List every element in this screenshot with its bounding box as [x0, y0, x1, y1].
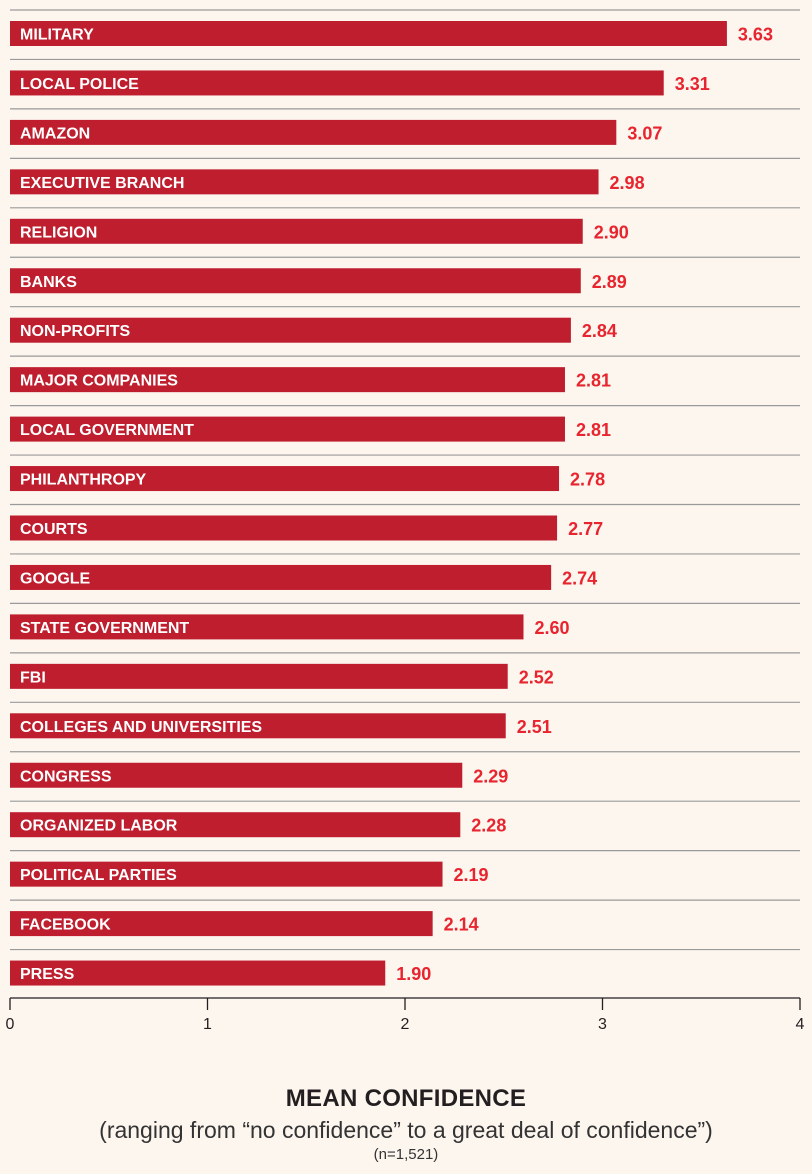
bar-value-label: 1.90 — [396, 964, 431, 984]
bar-category-label: FACEBOOK — [20, 917, 111, 934]
bar-value-label: 2.51 — [517, 717, 552, 737]
bar-category-label: COLLEGES AND UNIVERSITIES — [20, 719, 262, 736]
sample-size-note: (n=1,521) — [373, 1146, 439, 1163]
bar-category-label: RELIGION — [20, 224, 97, 241]
bar-value-label: 2.81 — [576, 420, 611, 440]
bar — [10, 367, 565, 393]
bar — [10, 515, 558, 541]
bar-category-label: EXECUTIVE BRANCH — [20, 175, 184, 192]
bar — [10, 70, 664, 96]
bar — [10, 812, 461, 838]
bar-value-label: 2.52 — [519, 667, 554, 687]
bar-value-label: 2.89 — [592, 272, 627, 292]
bar-category-label: PHILANTHROPY — [20, 472, 147, 489]
bar-category-label: COURTS — [20, 521, 88, 538]
bar — [10, 911, 433, 937]
bar-value-label: 2.29 — [473, 766, 508, 786]
bar-category-label: FBI — [20, 669, 46, 686]
bar-category-label: LOCAL POLICE — [20, 76, 139, 93]
bar — [10, 416, 565, 442]
bar-category-label: PRESS — [20, 966, 75, 983]
bar-value-label: 2.84 — [582, 321, 617, 341]
x-axis-title: MEAN CONFIDENCE — [285, 1085, 527, 1112]
x-tick-label: 2 — [401, 1016, 410, 1033]
x-tick-label: 4 — [796, 1016, 805, 1033]
bar-category-label: GOOGLE — [20, 570, 91, 587]
bar-value-label: 2.81 — [576, 371, 611, 391]
row-dividers — [10, 9, 800, 951]
bar — [10, 614, 524, 640]
bar — [10, 119, 617, 145]
x-tick-label: 0 — [6, 1016, 15, 1033]
bar-value-label: 2.60 — [535, 618, 570, 638]
bar — [10, 663, 508, 689]
x-tick-label: 3 — [598, 1016, 607, 1033]
bar — [10, 564, 552, 590]
bar-value-label: 2.98 — [610, 173, 645, 193]
bar-category-label: BANKS — [20, 274, 77, 291]
bar-value-label: 3.07 — [627, 123, 662, 143]
bar-category-label: CONGRESS — [20, 768, 112, 785]
bar-chart: MILITARY 3.63 LOCAL POLICE 3.31 AMAZON 3.07 EX… — [6, 9, 805, 1033]
bars: MILITARY 3.63 LOCAL POLICE 3.31 AMAZON 3.07 EX… — [10, 21, 773, 986]
bar-category-label: NON-PROFITS — [20, 323, 131, 340]
x-axis: 0 1 2 3 4 — [6, 997, 805, 1033]
bar — [10, 713, 506, 739]
bar — [10, 762, 463, 788]
bar-value-label: 2.28 — [471, 816, 506, 836]
bar — [10, 268, 581, 294]
bar — [10, 861, 443, 887]
bar — [10, 21, 727, 46]
bar-value-label: 3.63 — [738, 25, 773, 45]
bar-value-label: 2.77 — [568, 519, 603, 539]
bar-category-label: STATE GOVERNMENT — [20, 620, 189, 637]
bar-value-label: 3.31 — [675, 74, 710, 94]
bar — [10, 218, 583, 244]
bar — [10, 169, 599, 195]
bar — [10, 466, 560, 492]
bar — [10, 960, 386, 986]
bar-value-label: 2.19 — [454, 865, 489, 885]
bar — [10, 317, 571, 343]
bar-category-label: AMAZON — [20, 125, 90, 142]
bar-value-label: 2.74 — [562, 568, 597, 588]
x-tick-label: 1 — [203, 1016, 212, 1033]
bar-category-label: MAJOR COMPANIES — [20, 373, 178, 390]
x-axis-subtitle: (ranging from “no confidence” to a great… — [99, 1117, 713, 1143]
bar-value-label: 2.78 — [570, 470, 605, 490]
bar-category-label: POLITICAL PARTIES — [20, 867, 177, 884]
bar-value-label: 2.90 — [594, 222, 629, 242]
bar-category-label: ORGANIZED LABOR — [20, 818, 178, 835]
bar-value-label: 2.14 — [444, 915, 479, 935]
bar-category-label: LOCAL GOVERNMENT — [20, 422, 194, 439]
bar-category-label: MILITARY — [20, 27, 94, 44]
